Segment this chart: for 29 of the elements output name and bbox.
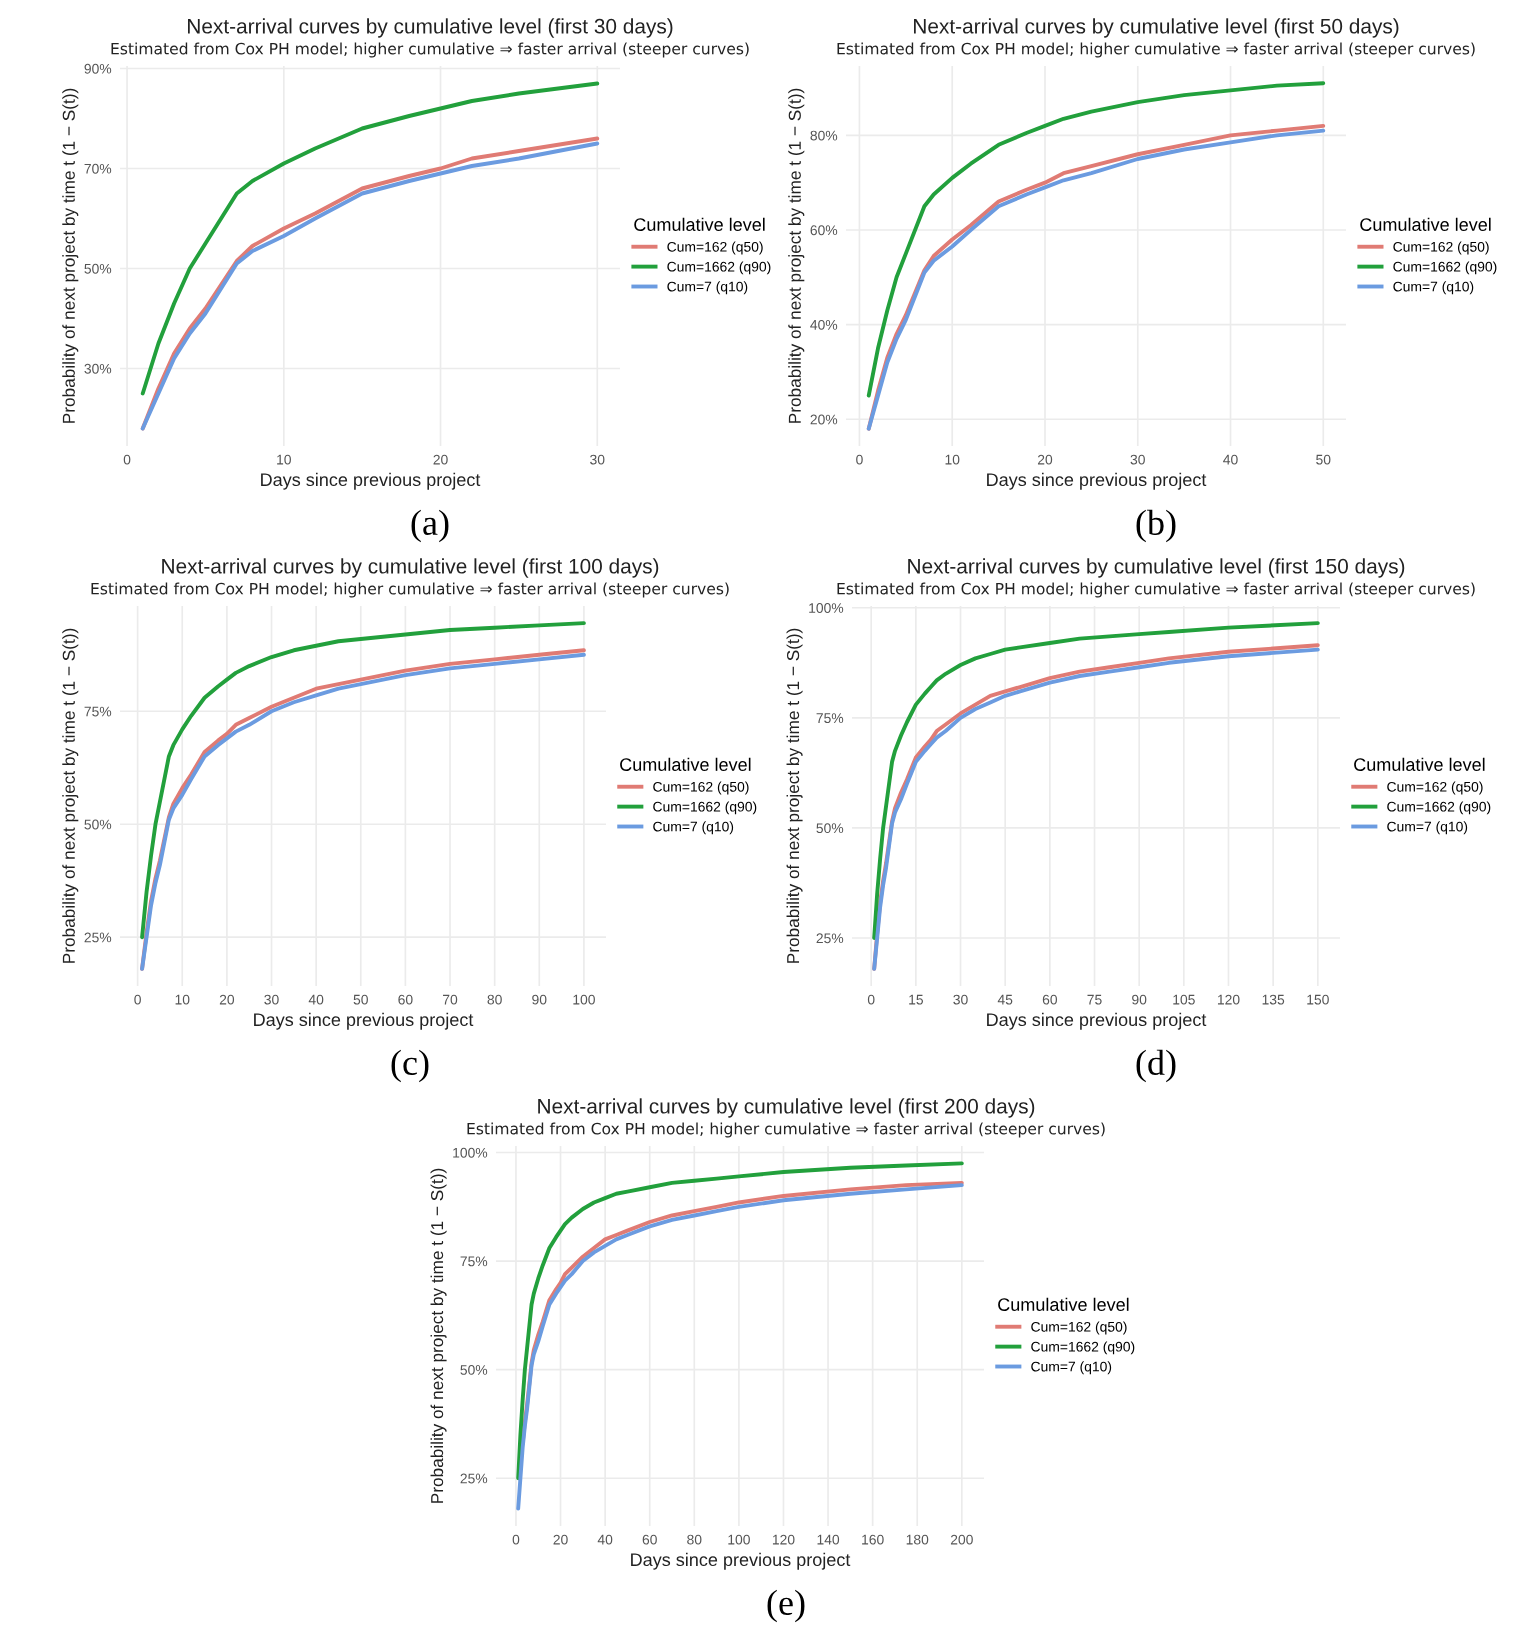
x-axis-title: Days since previous project <box>987 1012 1207 1030</box>
y-axis-title: Probability of next project by time t (1 − S(t)) <box>62 628 79 963</box>
chart-title: Next-arrival curves by cumulative level (first 50 days) <box>914 18 1399 38</box>
legend-title: Cumulative level <box>620 757 751 772</box>
line-series <box>140 621 586 940</box>
text: (a) <box>411 509 449 543</box>
y-axis-title: Probability of next project by time t (1 − S(t)) <box>786 628 803 963</box>
line-series <box>140 81 600 396</box>
legend-title: Cumulative level <box>634 217 765 232</box>
chart-title: Next-arrival curves by cumulative level (first 100 days) <box>162 558 659 578</box>
chart-title: Next-arrival curves by cumulative level (first 30 days) <box>188 18 673 38</box>
legend-title: Cumulative level <box>1360 217 1491 232</box>
line-series <box>866 81 1326 398</box>
chart-title: Next-arrival curves by cumulative level (first 200 days) <box>538 1098 1035 1118</box>
text: (b) <box>1136 509 1176 543</box>
x-axis-title: Days since previous project <box>631 1552 851 1570</box>
chart-title: Next-arrival curves by cumulative level (first 150 days) <box>908 558 1405 578</box>
x-axis-title: Days since previous project <box>261 472 481 490</box>
y-axis-title: Probability of next project by time t (1 − S(t)) <box>430 1168 447 1503</box>
y-axis-title: Probability of next project by time t (1 − S(t)) <box>788 88 805 423</box>
text: (c) <box>391 1049 429 1083</box>
x-axis-title: Days since previous project <box>254 1012 474 1030</box>
line-series <box>872 621 1320 940</box>
text: (e) <box>767 1589 805 1623</box>
y-axis-title: Probability of next project by time t (1 − S(t)) <box>62 88 79 423</box>
text: (d) <box>1136 1049 1176 1083</box>
x-axis-title: Days since previous project <box>987 472 1207 490</box>
legend-title: Cumulative level <box>998 1297 1129 1312</box>
legend-title: Cumulative level <box>1354 757 1485 772</box>
